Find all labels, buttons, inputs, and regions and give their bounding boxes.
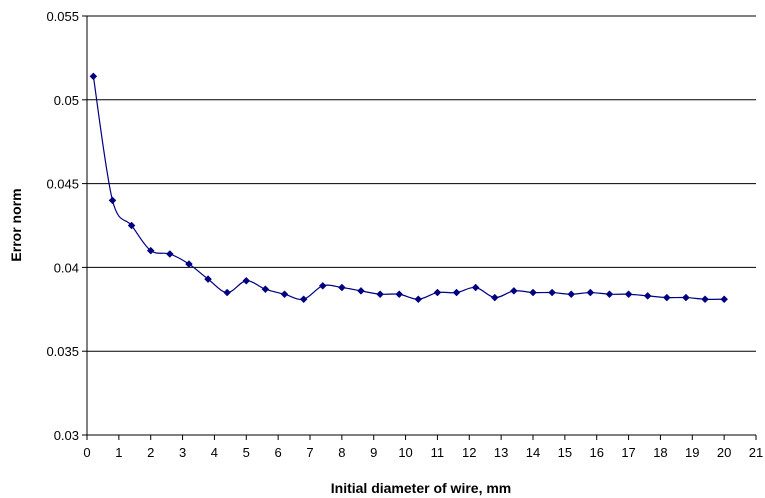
x-tick-label: 17 (621, 445, 635, 460)
x-tick-label: 5 (243, 445, 250, 460)
x-tick-label: 6 (275, 445, 282, 460)
x-tick-label: 13 (494, 445, 508, 460)
data-point (146, 246, 155, 255)
gridlines (87, 15, 756, 352)
data-point (376, 290, 384, 299)
data-point (318, 281, 327, 290)
data-point (490, 293, 499, 302)
y-tick-label: 0.04 (54, 260, 79, 275)
data-point (682, 293, 690, 302)
x-tick-label: 15 (558, 445, 572, 460)
x-tick-label: 16 (589, 445, 603, 460)
x-tick-label: 11 (431, 445, 445, 460)
data-point (223, 288, 232, 297)
data-point (471, 283, 480, 292)
data-point (261, 285, 270, 294)
data-point (299, 295, 308, 304)
y-axis-label: Error norm (8, 188, 24, 261)
data-point (204, 275, 212, 283)
y-tick-label: 0.035 (46, 344, 79, 359)
x-tick-label: 4 (211, 445, 218, 460)
data-point (567, 290, 576, 299)
data-point (605, 290, 614, 299)
x-axis-ticks: 0 1 2 3 4 5 6 7 8 9 10 11 12 13 14 15 16 17 18 19 20 21 (83, 435, 763, 460)
data-point (529, 288, 537, 297)
x-tick-label: 14 (526, 445, 540, 460)
x-tick-label: 9 (370, 445, 377, 460)
data-point (280, 290, 289, 299)
x-tick-label: 21 (749, 445, 763, 460)
series-group (89, 72, 728, 304)
x-tick-label: 7 (306, 445, 313, 460)
data-point (643, 292, 652, 300)
data-point (433, 288, 442, 297)
data-point (720, 295, 728, 304)
y-tick-label: 0.055 (46, 9, 79, 24)
x-tick-label: 1 (115, 445, 122, 460)
data-point (510, 287, 518, 295)
y-tick-label: 0.03 (54, 428, 79, 443)
data-point (452, 288, 461, 297)
data-point (701, 295, 709, 304)
x-tick-label: 19 (685, 445, 699, 460)
x-tick-label: 20 (717, 445, 731, 460)
data-point (586, 288, 595, 297)
data-point (624, 290, 633, 299)
data-point (662, 293, 671, 302)
y-axis-ticks: 0.03 0.035 0.04 0.045 0.05 0.055 (46, 9, 87, 443)
y-tick-label: 0.045 (46, 177, 79, 192)
data-point (548, 288, 556, 297)
x-tick-label: 2 (147, 445, 154, 460)
data-point (357, 287, 365, 295)
x-tick-label: 18 (653, 445, 667, 460)
x-tick-label: 12 (462, 445, 476, 460)
data-point (108, 196, 117, 205)
data-point (127, 221, 136, 230)
x-tick-label: 0 (83, 445, 90, 460)
data-point (185, 260, 193, 268)
x-tick-label: 10 (398, 445, 412, 460)
axes (86, 16, 756, 436)
data-point (414, 295, 423, 304)
data-point (89, 72, 98, 81)
x-tick-label: 8 (338, 445, 345, 460)
data-point (338, 283, 346, 292)
y-tick-label: 0.05 (54, 93, 79, 108)
data-point (395, 290, 404, 299)
data-point (165, 250, 174, 258)
x-tick-label: 3 (179, 445, 186, 460)
data-point (242, 276, 251, 285)
x-axis-label: Initial diameter of wire, mm (331, 480, 512, 496)
